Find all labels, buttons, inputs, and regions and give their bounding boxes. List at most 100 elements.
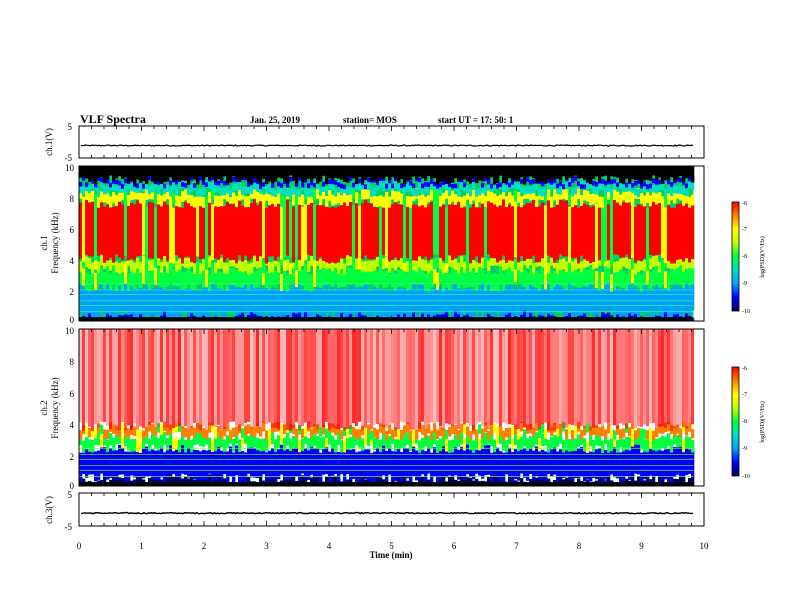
spectrogram-cell [355,192,359,204]
spectrogram-cell [259,311,263,321]
spectrogram-cell [193,449,197,480]
spectrogram-cell [88,258,92,269]
spectrogram-cell [130,329,133,430]
spectrogram-cell [322,205,326,262]
spectrogram-cell [607,184,611,193]
spectrogram-cell [421,166,425,179]
spectrogram-cell [490,452,494,483]
spectrogram-cell [430,452,434,483]
spectrogram-cell [136,188,140,200]
spectrogram-cell [94,329,97,425]
spectrogram-cell [370,430,374,440]
spectrogram-cell [106,192,110,204]
spectrogram-cell [295,182,299,187]
spectrogram-cell [478,187,482,196]
spectrogram-cell [151,259,155,271]
spectrogram-cell [463,195,467,207]
spectrogram-cell [307,189,311,197]
spectrogram-cell [400,452,404,482]
spectrogram-cell [85,198,89,255]
x-tick-label: 6 [452,541,457,551]
spectrogram-cell [517,430,521,440]
spectrogram-cell [499,194,503,206]
spectrogram-cell [103,429,107,439]
spectrogram-cell [457,199,461,256]
spectrogram-cell [163,186,167,194]
spectrogram-cell [676,445,680,475]
spectrogram-cell [493,423,497,433]
spectrogram-cell [664,271,668,289]
spectrogram-cell [559,449,563,480]
spectrogram-cell [394,166,398,179]
spectrogram-cell [652,329,655,423]
spectrogram-cell [547,180,551,189]
spectrogram-cell [328,451,332,482]
spectrogram-cell [616,166,620,178]
spectrogram-cell [391,270,395,288]
spectrogram-cell [475,329,478,425]
spectrogram-cell [169,474,173,486]
spectrogram-cell [454,202,458,258]
spectrogram-cell [316,424,320,434]
spectrogram-cell [214,438,218,452]
spectrogram-cell [331,329,334,428]
spectrogram-cell [388,266,392,284]
spectrogram-cell [589,180,593,189]
spectrogram-cell [691,428,695,439]
spectrogram-cell [622,438,626,452]
spectrogram-cell [400,201,404,258]
spectrogram-cell [511,166,515,181]
spectrogram-cell [280,166,284,179]
spectrogram-cell [253,199,257,256]
spectrogram-cell [427,435,431,449]
spectrogram-cell [619,290,623,319]
spectrogram-cell [271,166,275,184]
spectrogram-cell [232,268,236,286]
spectrogram-cell [598,196,602,208]
spectrogram-cell [394,201,398,258]
spectrogram-cell [109,272,113,290]
spectrogram-cell [544,272,548,290]
spectrogram-cell [103,207,107,263]
spectrogram-cell [550,272,554,291]
spectrogram-cell [529,329,532,430]
spectrogram-cell [262,421,266,432]
spectrogram-cell [643,329,646,425]
spectrogram-cell [508,476,512,486]
spectrogram-cell [163,283,167,311]
spectrogram-cell [565,446,569,477]
spectrogram-cell [130,445,134,476]
spectrogram-cell [271,329,274,428]
spectrogram-cell [376,166,380,183]
spectrogram-cell [262,202,266,259]
spectrogram-cell [193,329,196,423]
spectrogram-cell [319,258,323,270]
spectrogram-cell [553,329,556,431]
spectrogram-cell [166,184,170,193]
spectrogram-cell [418,476,422,486]
spectrogram-cell [469,477,473,486]
ch1-colorbar: -6 -7 -8 -9 -10 log(PSD)(V²/Hz) [731,201,766,315]
spectrogram-cell [676,186,680,194]
spectrogram-cell [157,438,161,451]
spectrogram-cell [538,166,542,182]
spectrogram-cell [256,286,260,315]
spectrogram-cell [337,451,341,482]
spectrogram-cell [394,259,398,271]
spectrogram-cell [142,183,146,189]
spectrogram-cell [277,288,281,317]
spectrogram-cell [391,451,395,481]
spectrogram-cell [334,291,338,319]
spectrogram-cell [292,475,296,486]
spectrogram-cell [619,452,623,483]
spectrogram-cell [283,179,287,185]
spectrogram-cell [133,262,137,274]
spectrogram-cell [193,263,197,275]
spectrogram-cell [583,184,587,190]
spectrogram-cell [553,166,557,179]
spectrogram-cell [538,448,542,479]
spectrogram-cell [565,189,569,200]
spectrogram-cell [385,329,388,428]
spectrogram-cell [553,189,557,201]
spectrogram-cell [145,166,149,184]
